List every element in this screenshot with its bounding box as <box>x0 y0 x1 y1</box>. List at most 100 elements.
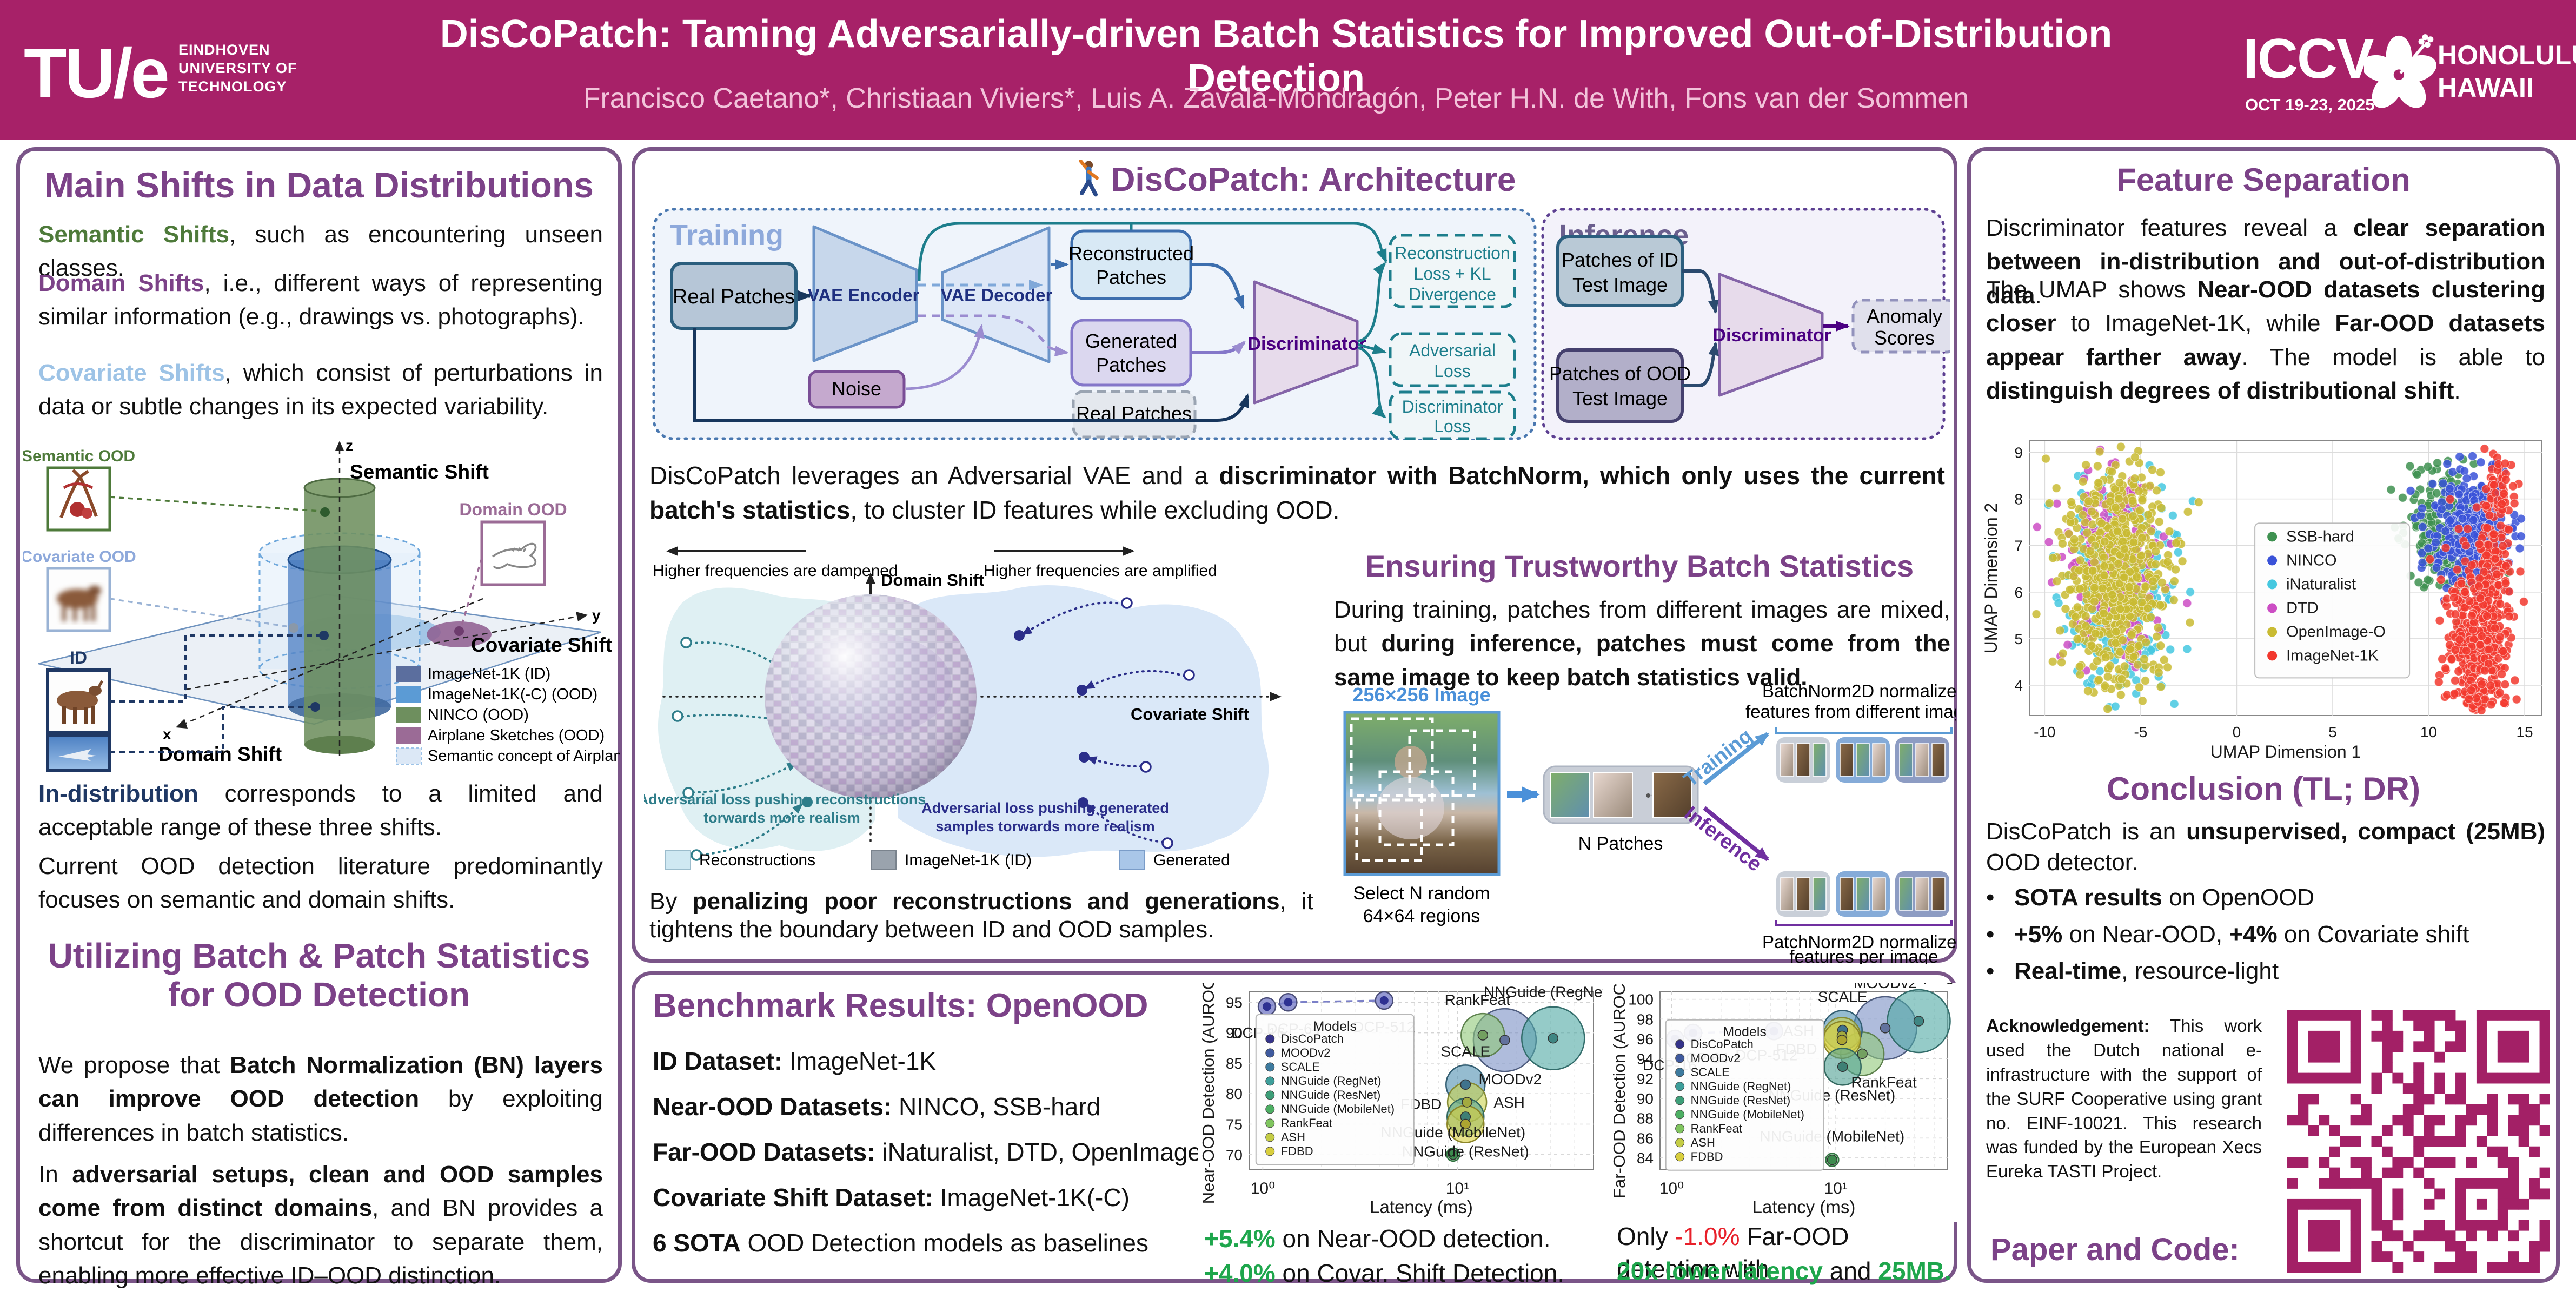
ood-test-l1: Patches of OOD <box>1549 362 1691 385</box>
svg-text:9: 9 <box>2014 445 2023 461</box>
svg-text:7: 7 <box>2014 538 2023 554</box>
ood-test-box <box>1556 348 1684 423</box>
far-ood-note-l2: 20x lower latency and 25MB. <box>1617 1257 1951 1285</box>
bullet-dot: • <box>1986 921 1995 948</box>
x-axis-label: x <box>163 726 171 743</box>
svg-text:100: 100 <box>1628 991 1654 1008</box>
anomaly-l2: Scores <box>1874 327 1935 349</box>
far-ood-note-l1: Only -1.0% Far-OOD detection with <box>1617 1222 1849 1283</box>
select-caption-l2: 64×64 regions <box>1363 906 1480 926</box>
n-patches-label: N Patches <box>1578 833 1663 854</box>
svg-text:10¹: 10¹ <box>1446 1180 1469 1197</box>
id-test-l2: Test Image <box>1572 274 1668 296</box>
svg-text:Far-OOD Detection (AUROC%): Far-OOD Detection (AUROC%) <box>1610 983 1629 1198</box>
svg-text:NINCO (OOD): NINCO (OOD) <box>428 706 529 724</box>
disco-caption: By penalizing poor reconstructions and g… <box>649 888 1314 943</box>
svg-text:8: 8 <box>2014 491 2023 508</box>
svg-text:NNGuide (RegNet): NNGuide (RegNet) <box>1281 1074 1382 1088</box>
id-label: ID <box>70 648 87 667</box>
svg-text:UMAP Dimension 1: UMAP Dimension 1 <box>2210 742 2361 761</box>
loss-boxes: Reconstruction Loss + KL Divergence Adve… <box>1389 234 1516 440</box>
tue-line2: UNIVERSITY OF <box>178 59 297 76</box>
svg-text:OpenImage-O: OpenImage-O <box>2286 623 2386 640</box>
svg-text:Reconstruction: Reconstruction <box>1395 243 1510 263</box>
svg-text:NNGuide (ResNet): NNGuide (ResNet) <box>1691 1094 1791 1107</box>
left-p4: In-distribution corresponds to a limited… <box>38 780 603 841</box>
svg-text:5: 5 <box>2328 724 2337 740</box>
svg-text:10⁰: 10⁰ <box>1251 1180 1275 1197</box>
svg-text:ImageNet-1K: ImageNet-1K <box>2286 647 2379 664</box>
poster-title: DisCoPatch: Taming Adversarially-driven … <box>440 12 2113 100</box>
svg-text:RankFeat: RankFeat <box>1691 1122 1742 1135</box>
training-label: Training <box>670 219 784 251</box>
svg-text:4: 4 <box>2014 677 2023 694</box>
qr-code <box>2287 1010 2551 1273</box>
shifts-3d-figure: z Semantic Shift y Covariate Shift x Dom… <box>23 437 620 772</box>
svg-text:85: 85 <box>1226 1055 1243 1072</box>
batchnorm-caption-l1: BatchNorm2D normalizes <box>1762 681 1956 701</box>
reconstructed-l2: Patches <box>1096 266 1166 288</box>
conclusion-intro: DisCoPatch is an unsupervised, compact (… <box>1986 818 2546 876</box>
panel-architecture: DisCoPatch: Architecture Training Real P… <box>632 147 1957 964</box>
discriminator-shape <box>1253 280 1359 405</box>
left-p1: Semantic Shifts, such as encountering un… <box>38 221 603 282</box>
arch-caption: DisCoPatch leverages an Adversarial VAE … <box>649 461 1945 525</box>
disco-loss-left-l2: torwards more realism <box>703 810 860 826</box>
svg-text:FDBD: FDBD <box>1281 1144 1313 1158</box>
arch-title-row: DisCoPatch: Architecture <box>635 160 1954 201</box>
svg-text:90: 90 <box>1226 1025 1243 1042</box>
real-patches2-box <box>1072 390 1197 439</box>
source-image <box>1343 711 1501 876</box>
svg-text:Latency (ms): Latency (ms) <box>1370 1197 1473 1217</box>
svg-text:RankFeat: RankFeat <box>1281 1116 1332 1130</box>
patchnorm-caption-l2: features per image <box>1789 946 1938 964</box>
batch-title: Ensuring Trustworthy Batch Statistics <box>1365 549 1914 583</box>
svg-text:10¹: 10¹ <box>1824 1180 1847 1197</box>
iccv-dates: OCT 19-23, 2025 <box>2245 95 2375 114</box>
architecture-diagram: Training Real Patches VAE Encoder VAE De… <box>652 208 1950 440</box>
svg-text:SCALE: SCALE <box>1818 989 1868 1005</box>
tue-line1: EINDHOVEN <box>178 42 270 58</box>
anomaly-l1: Anomaly <box>1867 305 1942 327</box>
svg-text:SCALE: SCALE <box>1281 1060 1320 1074</box>
disco-covariate-shift-label: Covariate Shift <box>1131 705 1249 724</box>
batch-figure: 256×256 Image Select N random 64×64 regi… <box>1343 681 1956 964</box>
paper-code-label: Paper and Code: <box>1990 1232 2240 1267</box>
svg-text:Models: Models <box>1723 1024 1767 1039</box>
bullet-dot: • <box>1986 884 1995 911</box>
patchnorm-caption-l1: PatchNorm2D normalizes <box>1762 932 1956 952</box>
arch-title: DisCoPatch: Architecture <box>1111 161 1516 198</box>
conclusion-title: Conclusion (TL; DR) <box>2107 771 2420 807</box>
benchmark-item-1: ID Dataset: ImageNet-1K <box>653 1047 937 1075</box>
near-ood-chart: 70 75 80 85 90 95 10⁰ 10¹ Latency (ms) Near-OOD D… <box>1198 957 1612 1222</box>
svg-text:UMAP Dimension 2: UMAP Dimension 2 <box>1982 503 2001 654</box>
y-axis-label: y <box>592 607 601 624</box>
svg-text:Adversarial: Adversarial <box>1409 341 1496 360</box>
damp-label: Higher frequencies are dampened <box>653 562 898 580</box>
svg-text:DisCoPatch: DisCoPatch <box>1281 1032 1344 1045</box>
far-ood-chart: 84 86 88 90 92 94 96 98 100 10⁰ 10¹ Latency (ms) Far… <box>1609 963 1983 1222</box>
svg-text:ASH: ASH <box>1691 1136 1715 1149</box>
left-title: Main Shifts in Data Distributions <box>44 165 594 205</box>
semantic-shift-label: Semantic Shift <box>350 461 489 483</box>
svg-text:98: 98 <box>1637 1011 1654 1028</box>
anomaly-box <box>1851 299 1950 354</box>
svg-text:MOODv2: MOODv2 <box>1281 1046 1331 1059</box>
batchnorm-groups <box>1776 737 1949 783</box>
noise-box <box>808 370 906 409</box>
svg-text:Loss: Loss <box>1434 416 1471 436</box>
svg-text:Airplane Sketches (OOD): Airplane Sketches (OOD) <box>428 727 605 744</box>
disco-loss-right-l2: samples torwards more realism <box>935 818 1154 835</box>
left-p5: Current OOD detection literature predomi… <box>38 853 603 913</box>
disco-domain-shift-label: Domain Shift <box>881 571 984 590</box>
domain-shift-label: Domain Shift <box>158 743 282 765</box>
acknowledgement: Acknowledgement: This work used the Dutc… <box>1986 1016 2262 1182</box>
panel-right: Feature Separation Discriminator feature… <box>1967 147 2560 1283</box>
tue-line3: TECHNOLOGY <box>178 78 287 95</box>
real-patches-box <box>670 262 798 330</box>
svg-text:MOODv2: MOODv2 <box>1691 1051 1741 1065</box>
covariate-ood-label: Covariate OOD <box>23 548 136 566</box>
batchnorm-caption-l2: features from different images <box>1745 701 1956 721</box>
svg-text:10⁰: 10⁰ <box>1659 1180 1684 1197</box>
disco-legend: Reconstructions ImageNet-1K (ID) Generat… <box>665 850 1230 870</box>
